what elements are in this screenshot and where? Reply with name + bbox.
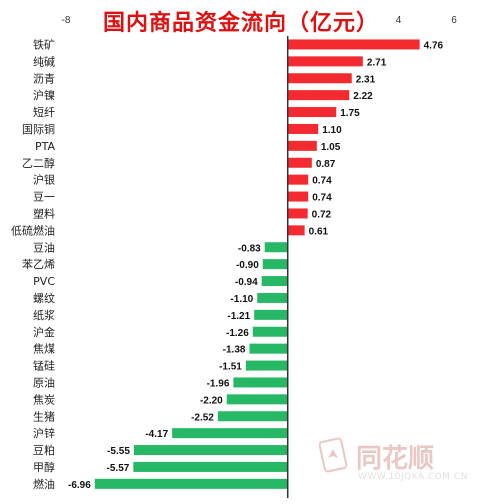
bar [172,428,288,439]
watermark-brand: 同花顺 [356,444,435,474]
bar [245,360,288,371]
value-label: -0.94 [235,277,258,288]
value-label: -2.52 [191,412,214,423]
value-label: 1.75 [340,108,360,119]
category-label: 低硫燃油 [11,223,55,237]
bar [257,292,288,303]
bar [287,107,337,118]
value-label: -1.26 [226,328,249,339]
category-label: 乙二醇 [22,156,55,170]
category-label: 纯碱 [33,55,55,68]
bar [233,377,288,388]
watermark: 同花顺 WWW.10JQKA.COM.CN [318,436,467,496]
value-label: 2.22 [353,91,373,102]
value-label: -4.17 [145,429,168,440]
value-label: 0.61 [309,226,329,237]
category-label: 螺纹 [33,291,55,305]
value-label: 1.05 [321,142,341,153]
bar [287,39,420,50]
category-label: 塑料 [33,206,55,220]
x-tick-label: 4 [396,15,402,26]
value-label: -0.90 [236,260,259,271]
bar [262,259,288,270]
category-label: 纸浆 [33,308,55,322]
category-label: 沥青 [33,72,55,85]
bar [133,461,288,472]
category-label: 燃油 [33,477,55,491]
value-label: -1.96 [207,378,230,389]
category-label: 原油 [33,375,55,389]
bar [287,123,319,134]
category-label: 豆粕 [33,443,55,457]
value-label: 0.87 [316,159,336,170]
value-label: 4.76 [424,40,444,51]
bar [94,478,288,489]
bar [252,326,288,337]
value-label: -1.38 [223,345,246,356]
bar [287,225,305,236]
category-label: 焦炭 [33,393,55,406]
bar [287,191,309,202]
value-label: -1.21 [227,311,250,322]
value-label: -2.20 [200,395,223,406]
category-label: 铁矿 [33,38,55,51]
value-label: -1.10 [230,294,253,305]
category-label: 豆油 [33,240,55,254]
category-label: 沪镍 [33,88,55,102]
bar [249,343,288,354]
category-label: 短纤 [33,105,55,119]
bar [287,157,312,168]
category-label: 甲醇 [33,460,55,474]
category-label: 生猪 [33,409,55,423]
category-label: 国际铜 [22,122,55,136]
bar [287,208,308,219]
value-label: 0.74 [312,193,332,204]
value-label: -6.96 [68,480,91,491]
category-label: 苯乙烯 [22,257,55,271]
category-label: 沪金 [33,325,55,339]
x-tick-label: -8 [62,15,71,26]
value-label: -5.55 [107,446,130,457]
value-label: 0.72 [312,209,332,220]
category-label: 锰硅 [33,359,55,373]
value-label: -0.83 [238,243,261,254]
bar [287,174,309,185]
bar [261,276,288,287]
value-label: 2.71 [367,57,387,68]
bar [287,90,350,101]
bar [133,445,288,456]
bar [287,73,352,84]
bar [264,242,288,253]
category-label: PVC [33,275,55,288]
category-label: 沪银 [33,173,55,187]
x-tick-label: 6 [451,15,457,26]
category-label: 沪锌 [33,426,55,440]
chart-title: 国内商品资金流向（亿元） [102,10,379,36]
category-label: 豆一 [33,191,55,204]
value-label: 0.74 [312,176,332,187]
category-label: PTA [35,140,55,153]
bar [287,56,363,67]
value-label: -1.51 [219,362,242,373]
bar [226,394,288,405]
bar [254,309,288,320]
value-label: 1.10 [322,125,342,136]
bar [287,140,317,151]
value-label: -5.57 [107,463,130,474]
value-label: 2.31 [356,74,376,85]
playing-card-icon [318,437,348,473]
watermark-url: WWW.10JQKA.COM.CN [358,472,468,482]
category-label: 焦煤 [33,343,55,356]
bar [217,411,288,422]
